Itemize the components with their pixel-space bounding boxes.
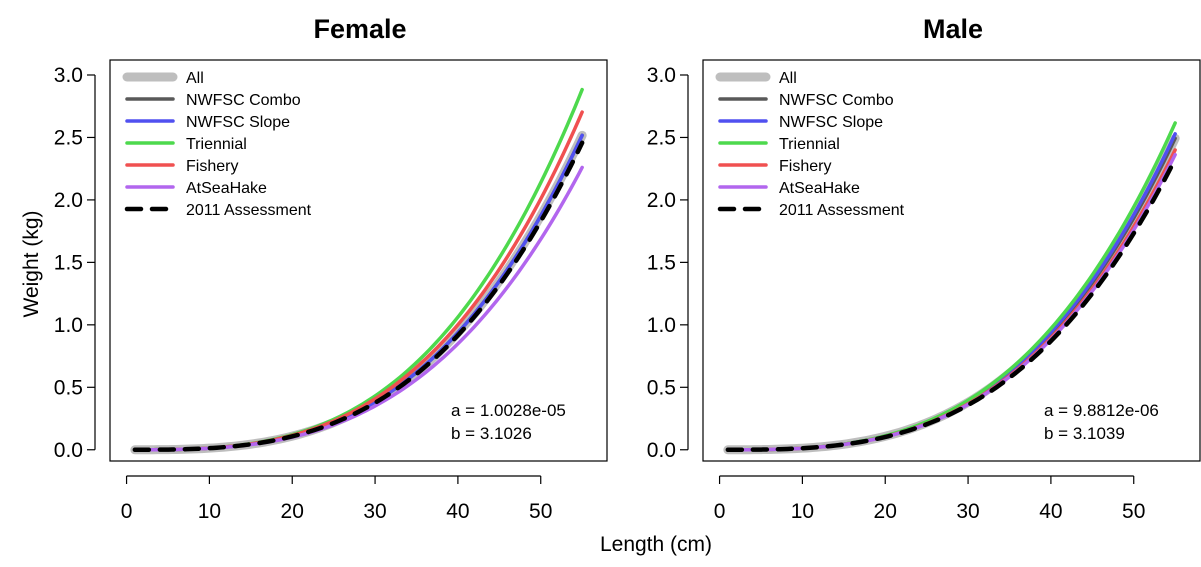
male-panel: 0 10 20 30 40 50 0.0 0.5 1.0 1.5 2.0 2.5 3.0 All NWFSC… xyxy=(647,59,1201,523)
y-tick-label: 1.0 xyxy=(647,314,676,337)
x-tick-label: 20 xyxy=(281,500,304,523)
y-tick-label: 2.0 xyxy=(647,189,676,212)
series-line-2011-assessment xyxy=(132,140,585,453)
legend: All NWFSC Combo NWFSC Slope Triennial Fisher… xyxy=(122,70,312,219)
y-tick-label: 3.0 xyxy=(54,64,83,87)
legend-label: Fishery xyxy=(186,158,238,175)
x-axis-title: Length (cm) xyxy=(600,533,712,556)
legend-label: NWFSC Slope xyxy=(186,114,290,131)
plot-frame xyxy=(702,59,1201,462)
x-tick-label: 0 xyxy=(714,500,726,523)
x-tick-label: 50 xyxy=(529,500,552,523)
y-tick-label: 1.5 xyxy=(647,251,676,274)
legend-label: NWFSC Combo xyxy=(779,92,894,109)
x-tick-label: 40 xyxy=(1039,500,1062,523)
legend-label: Triennial xyxy=(186,136,247,153)
legend-label: All xyxy=(779,70,797,87)
param-b-label: b = 3.1039 xyxy=(1044,424,1125,443)
y-axis-title: Weight (kg) xyxy=(20,211,43,318)
legend-label: Fishery xyxy=(779,158,831,175)
y-tick-label: 3.0 xyxy=(647,64,676,87)
y-tick-label: 0.0 xyxy=(54,439,83,462)
series-lines xyxy=(130,87,587,455)
y-tick-label: 0.5 xyxy=(54,376,83,399)
plot-frame xyxy=(109,59,608,462)
female-panel-title: Female xyxy=(313,14,406,44)
x-tick-label: 10 xyxy=(198,500,221,523)
female-panel: 0 10 20 30 40 50 0.0 0.5 1.0 1.5 2.0 2.5 3.0 All NWFSC… xyxy=(54,59,608,523)
x-tick-label: 10 xyxy=(791,500,814,523)
legend-label: NWFSC Slope xyxy=(779,114,883,131)
x-tick-label: 0 xyxy=(121,500,133,523)
legend-label: 2011 Assessment xyxy=(779,202,905,219)
legend-label: All xyxy=(186,70,204,87)
legend: All NWFSC Combo NWFSC Slope Triennial Fisher… xyxy=(715,70,905,219)
fit-parameters: a = 1.0028e-05 b = 3.1026 xyxy=(451,401,566,443)
legend-label: NWFSC Combo xyxy=(186,92,301,109)
param-a-label: a = 9.8812e-06 xyxy=(1044,401,1159,420)
x-tick-label: 20 xyxy=(874,500,897,523)
male-panel-title: Male xyxy=(923,14,983,44)
y-tick-label: 2.0 xyxy=(54,189,83,212)
y-tick-label: 2.5 xyxy=(647,126,676,149)
legend-label: Triennial xyxy=(779,136,840,153)
fit-parameters: a = 9.8812e-06 b = 3.1039 xyxy=(1044,401,1159,443)
series-line-2011-assessment xyxy=(725,157,1178,453)
legend-label: AtSeaHake xyxy=(779,180,860,197)
legend-label: 2011 Assessment xyxy=(186,202,312,219)
param-b-label: b = 3.1026 xyxy=(451,424,532,443)
y-tick-label: 2.5 xyxy=(54,126,83,149)
legend-label: AtSeaHake xyxy=(186,180,267,197)
x-tick-label: 40 xyxy=(446,500,469,523)
param-a-label: a = 1.0028e-05 xyxy=(451,401,566,420)
x-tick-label: 50 xyxy=(1122,500,1145,523)
x-tick-label: 30 xyxy=(363,500,386,523)
y-tick-label: 1.0 xyxy=(54,314,83,337)
series-lines xyxy=(723,121,1180,455)
x-tick-label: 30 xyxy=(956,500,979,523)
y-tick-label: 0.5 xyxy=(647,376,676,399)
y-tick-label: 1.5 xyxy=(54,251,83,274)
y-tick-label: 0.0 xyxy=(647,439,676,462)
